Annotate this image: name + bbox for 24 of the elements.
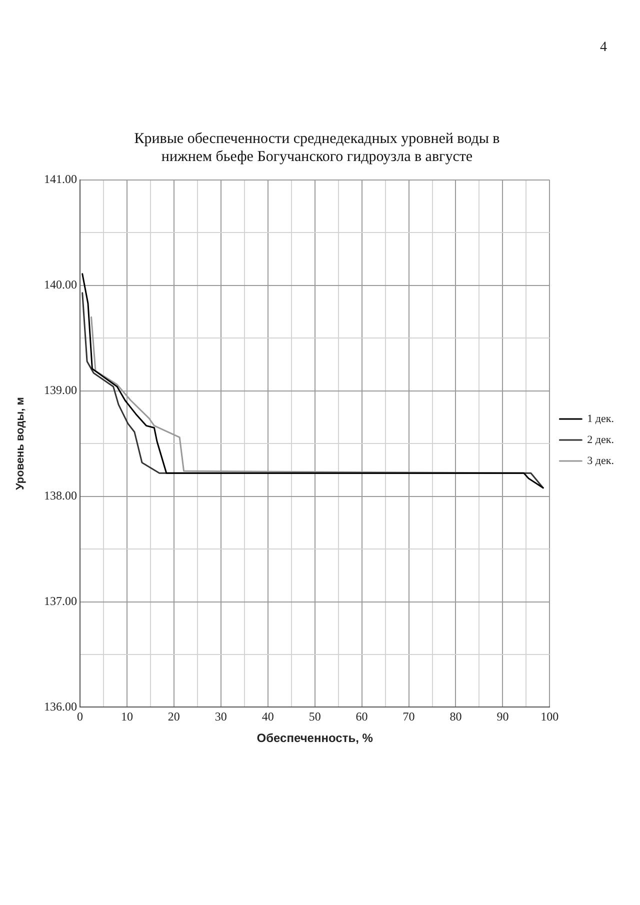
x-axis-title: Обеспеченность, % (256, 731, 374, 746)
y-tick-label: 137.00 (44, 594, 77, 608)
text: 4 (600, 40, 607, 56)
x-tick-label: 10 (120, 710, 133, 724)
y-tick-label: 141.00 (44, 172, 77, 186)
x-tick-label: 90 (496, 710, 509, 724)
x-tick-label: 0 (77, 710, 83, 724)
y-tick-label: 138.00 (44, 488, 77, 502)
legend-label: 2 дек. (587, 434, 614, 446)
y-axis-title: Уровень воды, м (14, 397, 27, 490)
legend-label: 1 дек. (587, 412, 614, 425)
x-tick-label: 20 (168, 710, 180, 724)
x-tick-label: 70 (402, 710, 415, 724)
chart-title: Кривые обеспеченности среднедекадных уровней воды в нижнем бьефе Богучанского гидроузла в августе (134, 130, 500, 165)
x-tick-label: 80 (450, 710, 462, 724)
x-tick-label: 50 (308, 710, 321, 724)
y-tick-label: 140.00 (44, 278, 77, 292)
x-tick-label: 30 (214, 710, 227, 724)
x-tick-label: 100 (540, 710, 559, 724)
legend-label: 3 дек. (587, 454, 614, 467)
x-tick-label: 40 (262, 710, 274, 724)
y-tick-label: 139.00 (44, 383, 77, 398)
y-tick-label: 136.00 (44, 699, 77, 714)
x-tick-label: 60 (356, 710, 368, 724)
